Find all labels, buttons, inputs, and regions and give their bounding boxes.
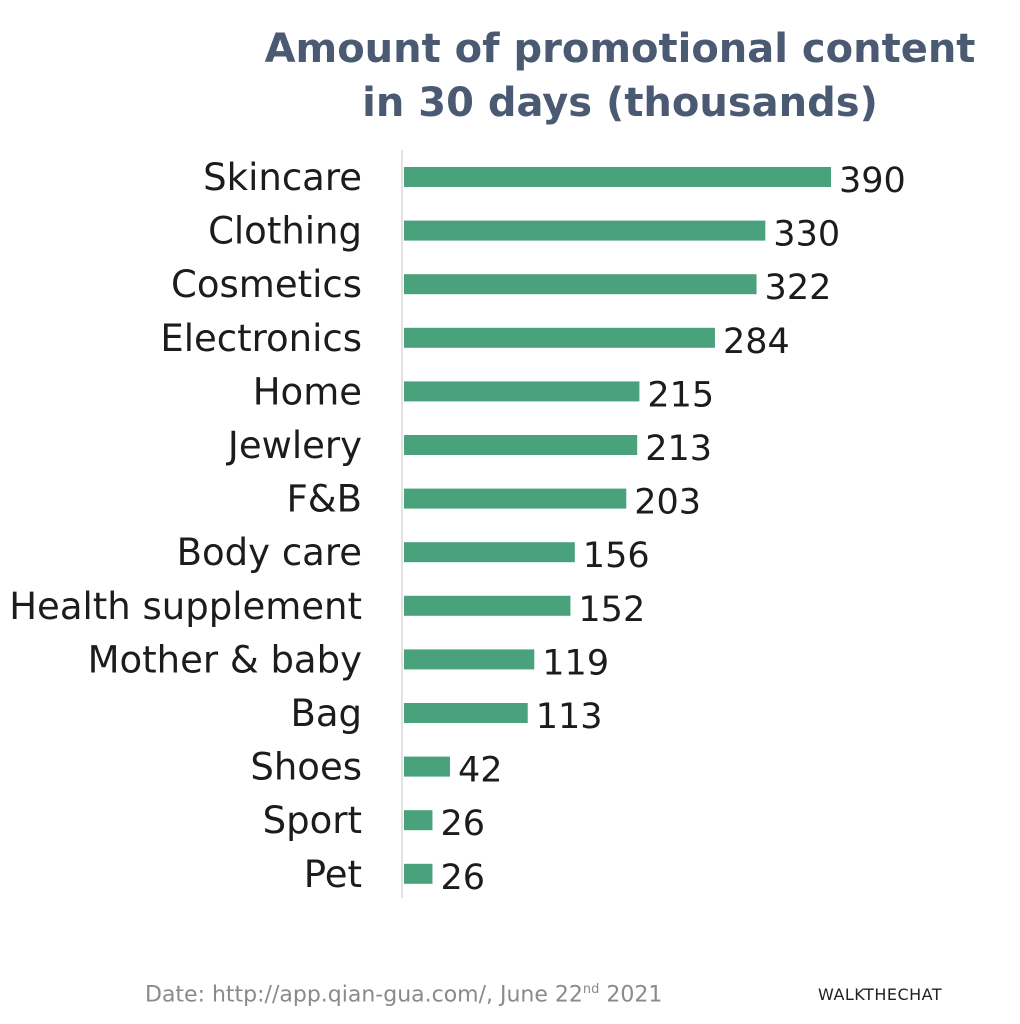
value-label: 390 — [839, 161, 906, 201]
value-label: 215 — [647, 375, 714, 415]
value-label: 203 — [634, 483, 701, 523]
value-label: 26 — [440, 804, 485, 844]
category-label: Home — [253, 370, 362, 413]
value-label: 119 — [542, 643, 609, 683]
bars-group: Skincare 390 Clothing 330 Cosmetics 322 Electr… — [9, 156, 906, 898]
bar — [404, 488, 627, 509]
category-label: Body care — [177, 531, 362, 574]
value-label: 330 — [773, 215, 840, 255]
category-label: Bag — [290, 692, 362, 735]
bar — [404, 703, 528, 723]
category-label: Electronics — [160, 317, 362, 360]
source-note: Date: http://app.qian-gua.com/, June 22n… — [145, 982, 662, 1007]
value-label: 213 — [645, 429, 712, 469]
bar — [404, 595, 571, 616]
bar — [404, 327, 715, 348]
source-ordinal-suffix: nd — [582, 982, 600, 997]
bar — [404, 863, 433, 884]
bar-chart: Skincare 390 Clothing 330 Cosmetics 322 Electr… — [9, 150, 906, 898]
category-label: Skincare — [203, 156, 362, 199]
value-label: 26 — [440, 858, 485, 898]
category-label: Pet — [304, 853, 362, 896]
chart-title-line-1: Amount of promotional content — [264, 26, 976, 72]
value-label: 152 — [578, 590, 645, 630]
bar — [404, 756, 450, 777]
category-label: Sport — [263, 799, 362, 842]
chart-title: Amount of promotional content in 30 days… — [0, 22, 1020, 130]
bar — [404, 542, 575, 563]
source-year: 2021 — [599, 982, 663, 1008]
category-label: Health supplement — [9, 585, 362, 628]
category-label: Mother & baby — [88, 638, 362, 681]
brand-logo-text: WALKTHECHAT — [818, 985, 943, 1004]
category-label: Shoes — [250, 746, 362, 789]
bar — [404, 167, 831, 187]
bar — [404, 220, 766, 241]
category-label: Cosmetics — [171, 263, 362, 306]
category-label: Clothing — [208, 210, 362, 253]
bar — [404, 435, 638, 455]
source-prefix: Date: http://app.qian-gua.com/, June 22 — [145, 982, 583, 1008]
bar — [404, 810, 433, 831]
value-label: 113 — [536, 697, 603, 737]
value-label: 156 — [583, 536, 650, 576]
chart-title-line-2: in 30 days (thousands) — [362, 80, 878, 126]
bar — [404, 274, 757, 295]
category-label: F&B — [286, 478, 362, 521]
value-label: 284 — [723, 322, 790, 362]
bar — [404, 649, 535, 670]
bar — [404, 381, 640, 402]
value-label: 42 — [458, 751, 503, 791]
value-label: 322 — [765, 268, 832, 308]
category-label: Jewlery — [226, 424, 362, 467]
